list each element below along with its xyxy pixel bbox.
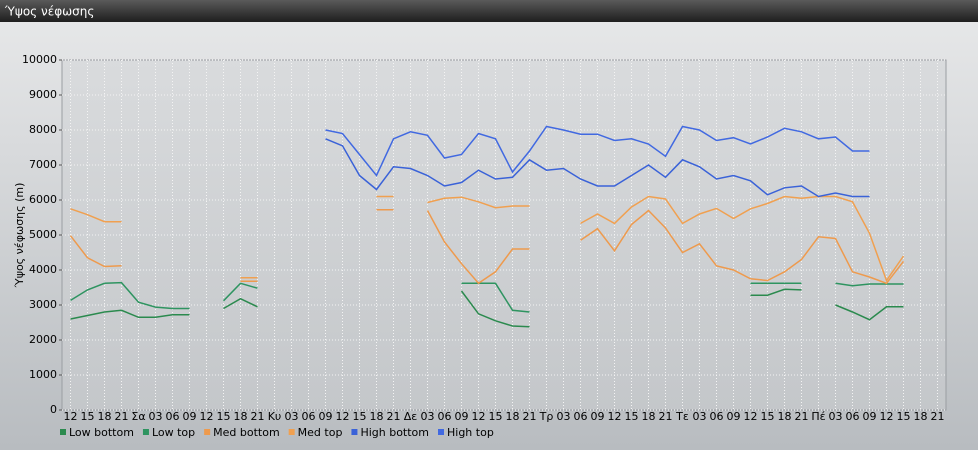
series-line bbox=[70, 281, 904, 313]
x-tick-label: Τε bbox=[675, 410, 689, 423]
x-tick-label: 12 bbox=[608, 410, 622, 423]
x-tick-label: 15 bbox=[489, 410, 503, 423]
x-tick-label: 18 bbox=[914, 410, 928, 423]
x-tick-label: 15 bbox=[353, 410, 367, 423]
legend-marker bbox=[142, 429, 149, 435]
legend-label: High top bbox=[447, 426, 494, 439]
x-tick-label: 09 bbox=[591, 410, 605, 423]
x-tick-label: 12 bbox=[64, 410, 78, 423]
legend-label: Med bottom bbox=[213, 426, 280, 439]
legend-marker bbox=[438, 429, 444, 435]
x-tick-label: 09 bbox=[183, 410, 197, 423]
x-tick-label: Τρ bbox=[539, 410, 554, 423]
x-tick-label: 06 bbox=[302, 410, 316, 423]
x-tick-label: 21 bbox=[931, 410, 945, 423]
x-tick-label: Σα bbox=[131, 410, 145, 423]
x-tick-label: 18 bbox=[642, 410, 656, 423]
x-tick-label: 21 bbox=[523, 410, 537, 423]
y-tick-label: 9000 bbox=[29, 88, 57, 101]
y-tick-label: 1000 bbox=[29, 368, 57, 381]
x-tick-label: 06 bbox=[846, 410, 860, 423]
x-tick-label: 12 bbox=[880, 410, 894, 423]
x-tick-label: 21 bbox=[251, 410, 265, 423]
x-tick-label: 06 bbox=[438, 410, 452, 423]
y-tick-label: 10000 bbox=[22, 53, 57, 66]
y-tick-label: 4000 bbox=[29, 263, 57, 276]
x-tick-label: 03 bbox=[421, 410, 435, 423]
x-tick-label: 03 bbox=[149, 410, 163, 423]
x-tick-label: 06 bbox=[166, 410, 180, 423]
x-tick-label: 09 bbox=[727, 410, 741, 423]
series-line bbox=[70, 288, 904, 328]
legend-label: Low bottom bbox=[69, 426, 134, 439]
chart-title: Ύψος νέφωσης bbox=[4, 5, 94, 19]
series-line bbox=[70, 195, 905, 283]
series-line bbox=[325, 125, 870, 177]
title-bar bbox=[0, 0, 978, 22]
legend-marker bbox=[204, 429, 211, 435]
x-tick-label: 09 bbox=[863, 410, 877, 423]
x-tick-label: 21 bbox=[659, 410, 673, 423]
x-tick-label: 15 bbox=[761, 410, 775, 423]
x-tick-label: 21 bbox=[115, 410, 129, 423]
y-tick-label: 6000 bbox=[29, 193, 57, 206]
x-tick-label: 03 bbox=[557, 410, 571, 423]
y-tick-label: 0 bbox=[50, 403, 57, 416]
x-tick-label: 18 bbox=[98, 410, 112, 423]
y-tick-label: 5000 bbox=[29, 228, 57, 241]
x-tick-label: Πέ bbox=[811, 410, 825, 423]
x-tick-label: 12 bbox=[472, 410, 486, 423]
x-tick-label: 12 bbox=[336, 410, 350, 423]
y-tick-label: 7000 bbox=[29, 158, 57, 171]
x-tick-label: 03 bbox=[829, 410, 843, 423]
series-line bbox=[69, 209, 905, 285]
legend-label: Low top bbox=[152, 426, 195, 439]
legend-marker bbox=[60, 429, 66, 435]
legend-marker bbox=[288, 429, 295, 435]
legend-label: High bottom bbox=[360, 426, 429, 439]
x-tick-label: Κυ bbox=[268, 410, 282, 423]
legend-label: Med top bbox=[298, 426, 343, 439]
x-tick-label: 15 bbox=[81, 410, 95, 423]
x-tick-label: 09 bbox=[455, 410, 469, 423]
x-tick-label: 21 bbox=[387, 410, 401, 423]
y-tick-label: 3000 bbox=[29, 298, 57, 311]
x-tick-label: 03 bbox=[285, 410, 299, 423]
x-tick-label: 21 bbox=[795, 410, 809, 423]
x-tick-label: 15 bbox=[897, 410, 911, 423]
x-tick-label: 15 bbox=[625, 410, 639, 423]
x-tick-label: Δε bbox=[404, 410, 418, 423]
x-tick-label: 06 bbox=[710, 410, 724, 423]
x-tick-label: 18 bbox=[370, 410, 384, 423]
x-tick-label: 03 bbox=[693, 410, 707, 423]
legend-marker bbox=[351, 429, 358, 435]
x-tick-label: 18 bbox=[234, 410, 248, 423]
y-tick-label: 8000 bbox=[29, 123, 57, 136]
x-tick-label: 06 bbox=[574, 410, 588, 423]
y-tick-label: 2000 bbox=[29, 333, 57, 346]
x-tick-label: 12 bbox=[200, 410, 214, 423]
x-tick-label: 15 bbox=[217, 410, 231, 423]
x-tick-label: 12 bbox=[744, 410, 758, 423]
x-tick-label: 09 bbox=[319, 410, 333, 423]
series-line bbox=[325, 138, 870, 198]
x-tick-label: 18 bbox=[778, 410, 792, 423]
y-axis-label: Ύψος νέφωσης (m) bbox=[13, 183, 26, 289]
x-tick-label: 18 bbox=[506, 410, 520, 423]
